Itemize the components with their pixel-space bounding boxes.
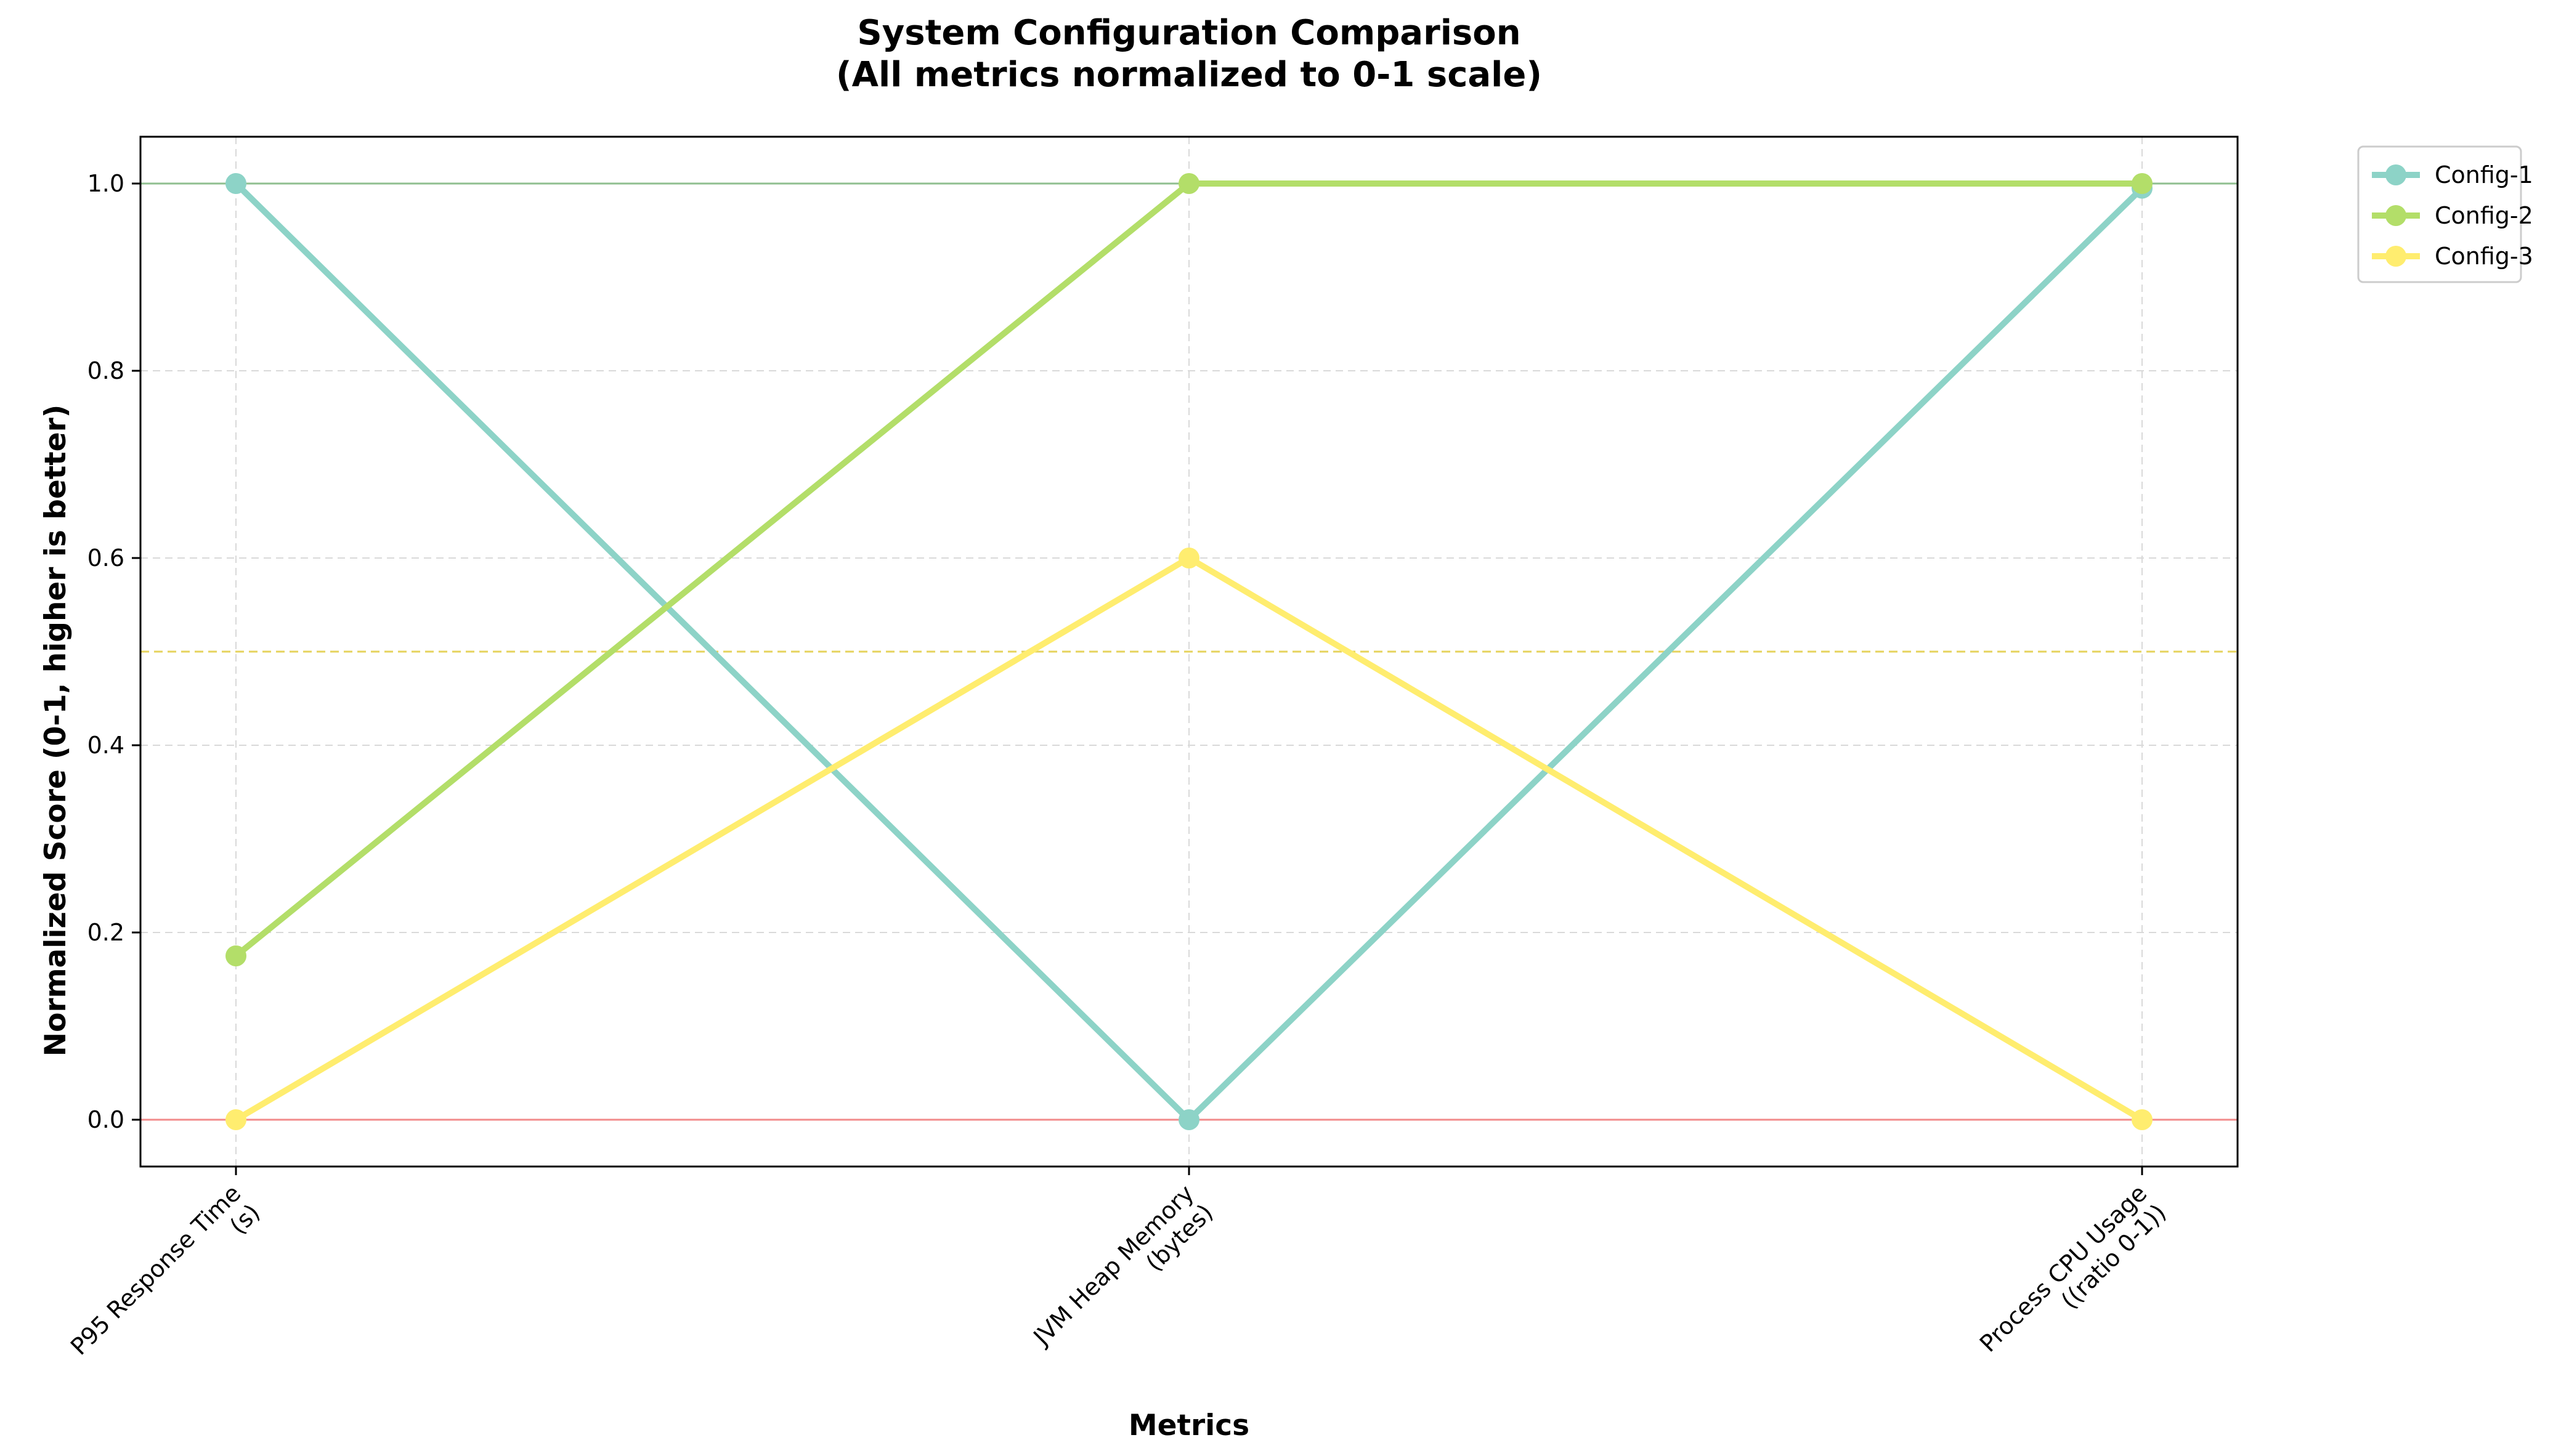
series	[225, 173, 2153, 1130]
chart-subtitle: (All metrics normalized to 0-1 scale)	[836, 55, 1542, 95]
axes: 0.0 0.2 0.4 0.6 0.8 1.0 P95 Response Time(s) JV…	[65, 135, 2239, 1380]
x-tick-label-line: JVM Heap Memory	[1028, 1179, 1199, 1351]
y-tick-label-1: 0.2	[87, 919, 124, 946]
legend-item-config-1: Config-1	[2372, 161, 2533, 188]
data-point-config-3-1	[1179, 548, 1199, 568]
legend-swatch-marker	[2385, 246, 2406, 267]
data-point-config-2-0	[225, 945, 246, 966]
data-point-config-1-0	[225, 173, 246, 194]
legend: Config-1 Config-2 Config-3	[2357, 145, 2533, 283]
y-tick-label-4: 0.8	[87, 357, 124, 384]
x-tick-label-2: Process CPU Usage((ratio 0-1))	[1974, 1179, 2172, 1377]
data-point-config-3-2	[2132, 1109, 2153, 1130]
y-tick-label-5: 1.0	[87, 170, 124, 197]
x-tick-label-line: Process CPU Usage	[1974, 1179, 2152, 1357]
data-point-config-3-0	[225, 1109, 246, 1130]
legend-item-config-3: Config-3	[2372, 243, 2533, 270]
series-config-2	[225, 173, 2153, 966]
chart-title: System Configuration Comparison	[857, 13, 1520, 53]
data-point-config-2-1	[1179, 173, 1199, 194]
legend-label: Config-1	[2435, 161, 2533, 188]
y-axis-label: Normalized Score (0-1, higher is better)	[39, 405, 73, 1057]
data-point-config-1-1	[1179, 1109, 1199, 1130]
legend-label: Config-3	[2435, 243, 2533, 270]
data-point-config-2-2	[2132, 173, 2153, 194]
legend-label: Config-2	[2435, 202, 2533, 229]
legend-swatch-marker	[2385, 164, 2406, 185]
legend-swatch-marker	[2385, 205, 2406, 226]
x-axis-label: Metrics	[1129, 1409, 1249, 1442]
y-tick-label-0: 0.0	[87, 1106, 124, 1133]
x-tick-label-1: JVM Heap Memory(bytes)	[1028, 1179, 1219, 1370]
y-tick-label-2: 0.4	[87, 732, 124, 759]
legend-item-config-2: Config-2	[2372, 202, 2533, 229]
x-tick-label-0: P95 Response Time(s)	[65, 1179, 266, 1380]
x-tick-label-line: P95 Response Time	[65, 1179, 246, 1360]
y-tick-label-3: 0.6	[87, 544, 124, 572]
series-config-3	[225, 548, 2153, 1130]
